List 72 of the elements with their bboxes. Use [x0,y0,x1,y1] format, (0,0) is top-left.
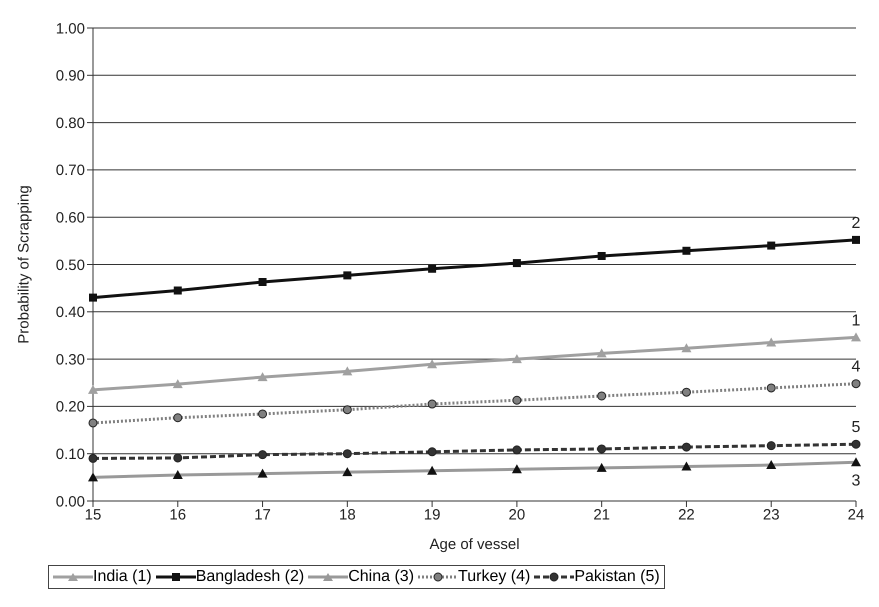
y-tick-label: 0.50 [56,256,85,274]
y-tick-label: 0.00 [56,493,85,510]
point [172,379,183,388]
y-tick-label: 0.80 [56,114,85,132]
y-tick-label: 0.90 [56,68,85,85]
point [173,413,182,422]
point [427,359,438,368]
x-tick-label: 20 [508,506,526,524]
x-tick-label: 17 [254,506,271,524]
point [342,449,352,458]
x-tick-label: 24 [848,506,864,524]
x-tick-label: 23 [762,506,780,524]
point [512,396,522,405]
x-tick-label: 21 [593,506,610,524]
x-tick-label: 16 [169,506,186,524]
y-tick-label: 0.20 [56,398,85,416]
point [428,400,437,409]
annotation: 4 [852,358,861,376]
point [851,332,861,342]
point [428,447,437,456]
annotation: 2 [852,214,861,232]
point [766,338,776,347]
point [258,409,268,418]
point [766,441,776,450]
point [852,236,860,244]
x-tick-label: 22 [678,506,695,524]
point [88,384,98,394]
point [343,271,352,280]
annotation: 3 [852,472,861,490]
point [428,264,436,273]
point [88,418,98,428]
y-axis-title: Probability of Scrapping [15,185,32,344]
y-tick-label: 0.40 [56,304,85,322]
y-tick-label: 0.70 [56,162,85,180]
point [681,343,692,352]
legend-label: Pakistan (5) [573,568,660,586]
annotation: 1 [852,312,861,330]
y-tick-label: 1.00 [56,20,85,38]
point [258,450,268,460]
point [512,354,522,364]
legend-label: Bangladesh (2) [194,568,304,586]
annotation: 5 [852,419,861,436]
x-axis-title: Age of vessel [429,536,520,553]
point [597,444,606,454]
x-tick-label: 18 [338,506,356,524]
point [258,372,268,382]
point [596,348,607,358]
point [258,278,267,286]
point [682,388,691,397]
point [174,286,182,295]
point [682,442,691,452]
point [342,366,352,376]
point [852,440,860,449]
x-tick-label: 19 [424,506,440,524]
point [767,242,776,250]
y-tick-label: 0.10 [56,446,85,464]
point [342,405,352,414]
legend-label: India (1) [92,568,152,586]
point [766,383,776,392]
point [173,453,182,462]
point [512,259,521,268]
x-tick-label: 15 [84,506,102,524]
point [852,379,860,388]
point [89,294,97,302]
y-tick-label: 0.30 [56,351,85,368]
y-tick-label: 0.60 [56,210,85,227]
point [597,391,606,400]
point [512,445,522,454]
point [598,252,606,260]
legend-label: Turkey (4) [457,568,530,586]
point [682,246,690,255]
legend-label: China (3) [347,568,414,586]
